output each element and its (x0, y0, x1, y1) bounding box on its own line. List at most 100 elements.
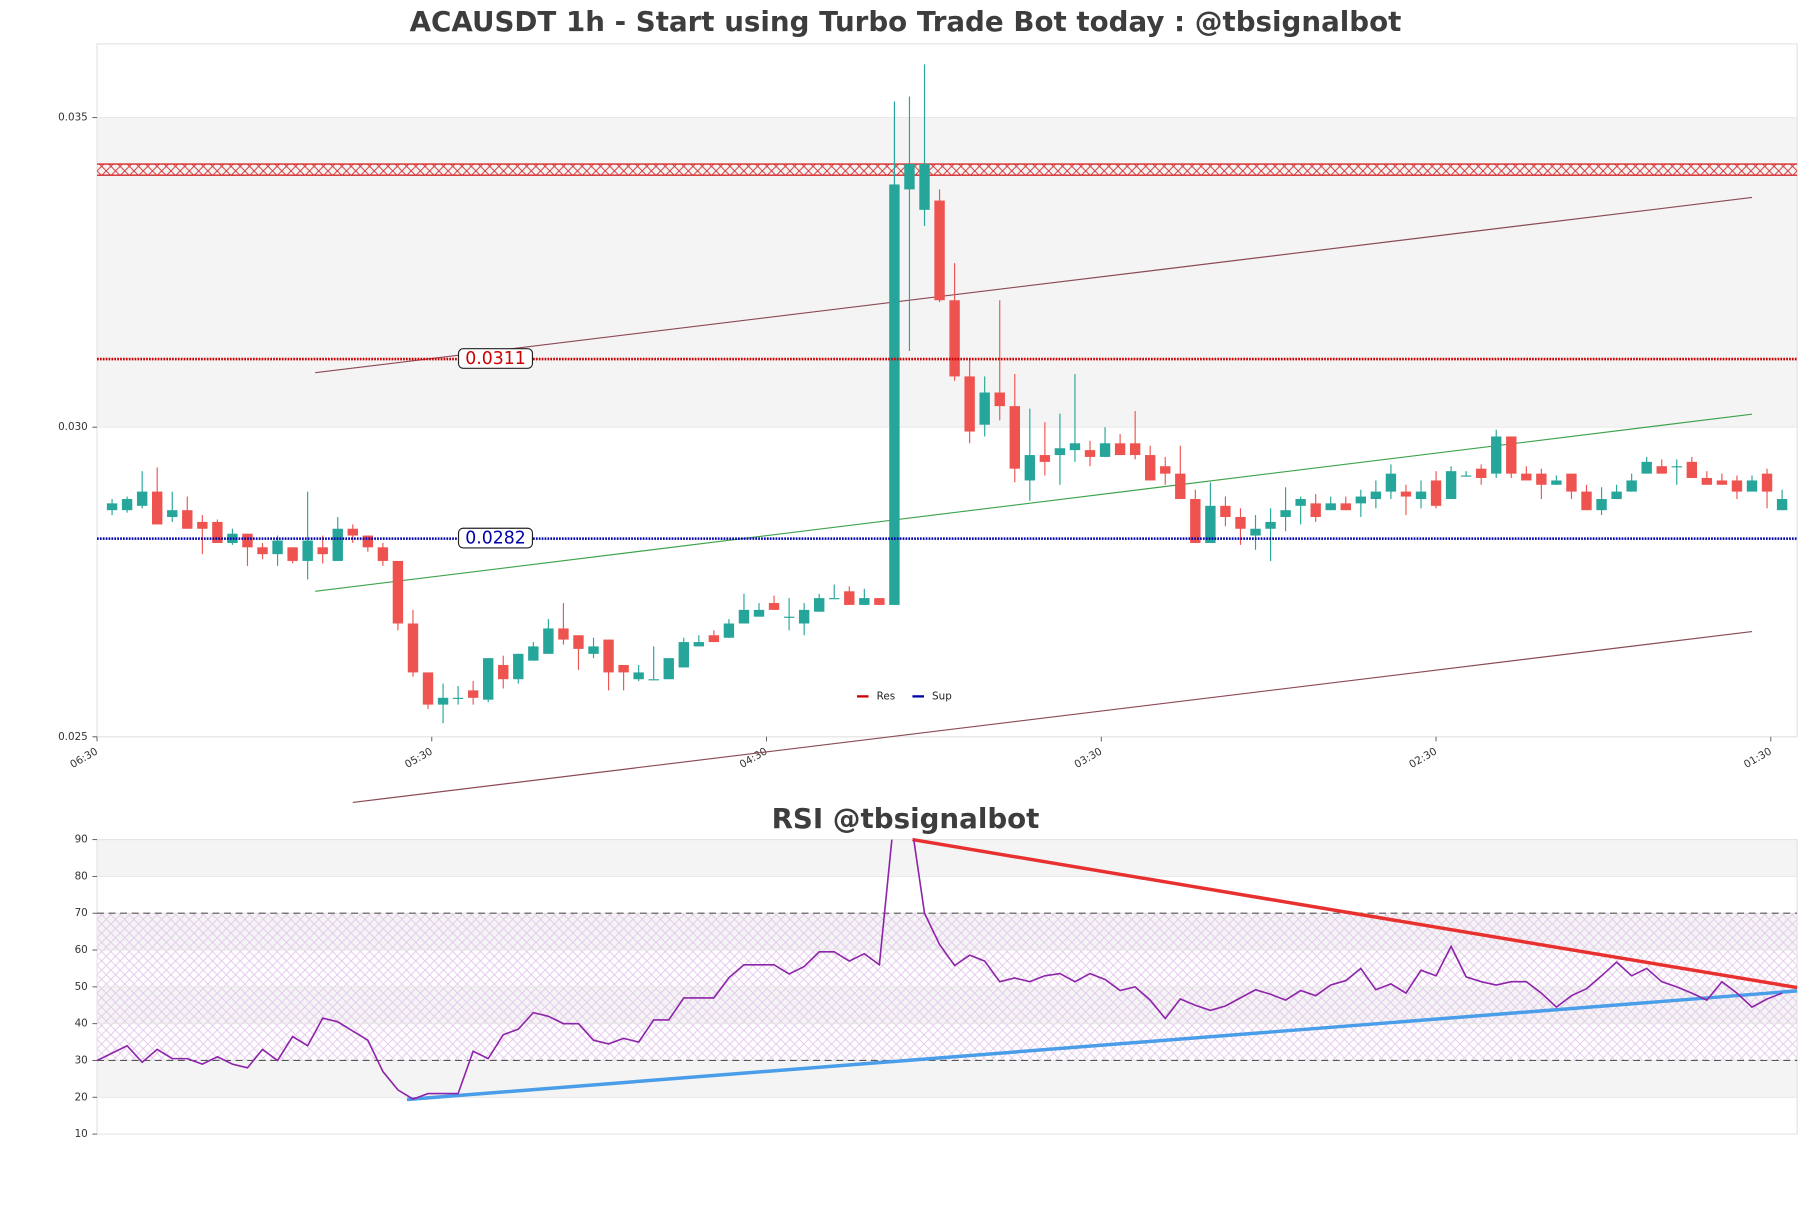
y-tick-label: 90 (75, 834, 88, 846)
candle-body (1265, 521, 1276, 529)
candle-body (1325, 503, 1336, 511)
candle-body (738, 609, 750, 624)
candle-body (543, 628, 554, 654)
trendline (352, 630, 1753, 804)
candle-body (422, 672, 434, 705)
candle-body (588, 646, 599, 654)
legend-label: Sup (932, 690, 952, 702)
candle-body (287, 547, 298, 561)
candle-body (979, 392, 990, 425)
candle-body (1521, 473, 1532, 481)
candle-body (257, 547, 268, 555)
candle-body (1536, 473, 1547, 485)
candle-body (167, 510, 178, 517)
y-tick-label: 10 (75, 1128, 88, 1140)
candle-body (1581, 491, 1592, 511)
candle-body (121, 499, 133, 511)
candle-body (573, 635, 584, 649)
candle-body (1430, 480, 1442, 506)
candle-body (1069, 443, 1081, 451)
candle-body (498, 664, 509, 680)
candle-body (1506, 436, 1517, 474)
candle-body (452, 697, 464, 699)
candle-body (964, 376, 975, 432)
legend-label: Res (877, 690, 896, 702)
candle-body (768, 603, 780, 610)
candle-body (377, 547, 389, 561)
candle-body (1220, 505, 1231, 517)
rsi-title: RSI @tbsignalbot (772, 802, 1040, 835)
candle-body (227, 533, 238, 543)
candle-body (994, 392, 1005, 407)
candle-body (1656, 466, 1667, 474)
y-tick-label: 0.025 (58, 731, 88, 743)
candle-body (1039, 455, 1051, 462)
y-tick-label: 40 (75, 1018, 88, 1030)
candle-body (1445, 471, 1457, 500)
candle-body (934, 200, 945, 301)
candle-body (874, 598, 885, 605)
candle-body (1340, 503, 1351, 511)
zone (97, 164, 1798, 176)
candle-body (1054, 448, 1066, 456)
candle-body (152, 491, 163, 525)
candle-body (1250, 528, 1261, 536)
y-tick-label: 50 (75, 981, 88, 993)
candle-body (708, 635, 720, 643)
candle-body (1009, 406, 1020, 469)
candle-body (1641, 461, 1652, 474)
candle-body (603, 639, 614, 673)
candle-body (212, 521, 223, 543)
candle-body (1611, 491, 1622, 500)
candle-body (1491, 436, 1502, 474)
candle-body (1190, 499, 1201, 543)
candle-body (618, 664, 629, 673)
candle-body (1686, 461, 1698, 478)
trendline (315, 196, 1753, 374)
candle-body (1175, 473, 1186, 500)
candle-body (723, 623, 735, 638)
candle-body (1746, 480, 1758, 492)
candle-body (182, 510, 193, 529)
candle-body (1475, 468, 1487, 478)
candle-body (1716, 480, 1728, 485)
clip-group (97, 839, 1783, 1101)
candle-body (1731, 480, 1743, 492)
candle-body (197, 521, 208, 529)
candle-body (678, 642, 689, 668)
candle-body (467, 690, 479, 698)
candle-body (1671, 466, 1682, 468)
candle-body (1129, 443, 1141, 456)
candle-body (362, 535, 374, 548)
candle-body (648, 679, 659, 681)
candle-body (106, 503, 118, 511)
candle-body (844, 591, 855, 605)
trendline (406, 989, 1798, 1102)
level-label: 0.0282 (465, 529, 526, 549)
candle-body (1144, 455, 1156, 481)
candle-body (1099, 443, 1111, 457)
candle-body (1114, 443, 1126, 456)
candle-body (392, 560, 404, 624)
candle-body (1280, 510, 1291, 517)
candle-body (919, 164, 930, 210)
candle-body (1596, 499, 1607, 511)
candle-body (1460, 475, 1472, 477)
level-label-box (457, 527, 534, 549)
candle-body (513, 653, 524, 680)
candle-body (1566, 473, 1577, 492)
candle-body (482, 658, 494, 700)
candle-body (829, 598, 840, 600)
candle-body (317, 547, 328, 555)
candle-body (904, 164, 915, 190)
candle-body (889, 184, 900, 605)
candle-body (693, 642, 705, 647)
candle-body (407, 623, 419, 673)
candle-body (1776, 499, 1788, 511)
candle-body (1295, 499, 1306, 506)
candle-body (1084, 450, 1096, 457)
y-tick-label: 30 (75, 1054, 88, 1066)
candle-body (783, 616, 795, 618)
candle-body (437, 697, 449, 705)
